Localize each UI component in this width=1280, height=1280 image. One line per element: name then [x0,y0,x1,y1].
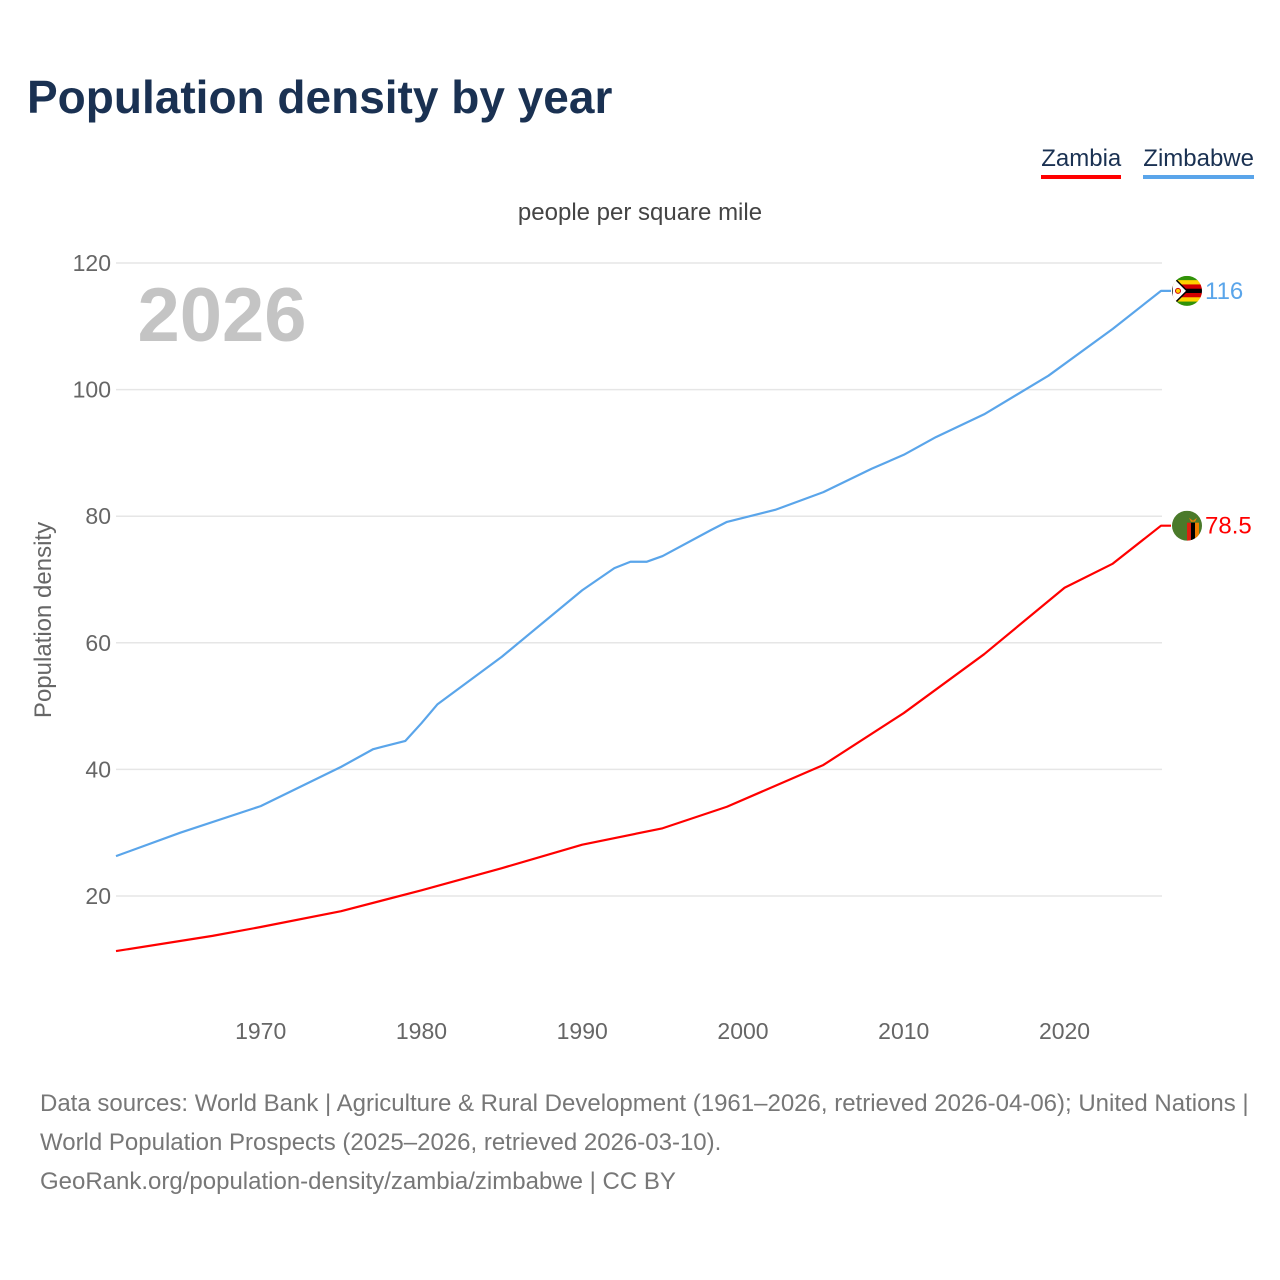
flag-body [1172,275,1202,306]
y-tick-label: 80 [85,503,111,529]
flag-stripe [1172,275,1202,281]
x-tick-label: 1970 [235,1018,286,1044]
x-tick-label: 1990 [557,1018,608,1044]
y-tick-label: 100 [73,377,111,403]
y-tick-label: 40 [85,756,111,782]
zimbabwe-flag-icon [1172,275,1202,306]
year-watermark: 2026 [137,273,306,358]
flag-stripe [1187,522,1191,541]
end-label-zambia: 78.5 [1205,513,1252,540]
flag-stripe [1172,292,1202,298]
flag-star [1175,287,1181,294]
y-axis-label: Population density [30,522,57,718]
legend-item-zimbabwe[interactable]: Zimbabwe [1143,145,1254,179]
flag-eagle [1189,517,1197,522]
flag-body [1172,510,1202,541]
legend: Zambia Zimbabwe [1041,145,1254,179]
x-tick-label: 2000 [717,1018,768,1044]
flag-stripe [1172,297,1202,303]
flag-stripe [1172,284,1202,290]
x-tick-label: 1980 [396,1018,447,1044]
data-sources: Data sources: World Bank | Agriculture &… [40,1084,1250,1201]
x-tick-label: 2010 [878,1018,929,1044]
sources-link[interactable]: GeoRank.org/population-density/zambia/zi… [40,1168,676,1195]
flag-stripe [1195,522,1199,541]
y-tick-label: 20 [85,883,111,909]
end-label-zimbabwe: 116 [1205,278,1243,305]
zambia-flag-icon [1172,510,1202,541]
y-tick-label: 60 [85,630,111,656]
chart-title: Population density by year [27,71,613,123]
flag-stripe [1172,301,1202,306]
flag-stripe [1191,522,1195,541]
x-tick-label: 2020 [1039,1018,1090,1044]
flag-stripe [1172,280,1202,285]
y-tick-label: 120 [73,250,111,276]
sources-text: Data sources: World Bank | Agriculture &… [40,1090,1249,1156]
legend-item-zambia[interactable]: Zambia [1041,145,1122,179]
line-chart: people per square mile Population densit… [30,199,1252,1044]
series-line-zambia [115,524,1171,953]
series-line-zimbabwe [115,289,1171,858]
chart-subtitle: people per square mile [518,199,762,226]
